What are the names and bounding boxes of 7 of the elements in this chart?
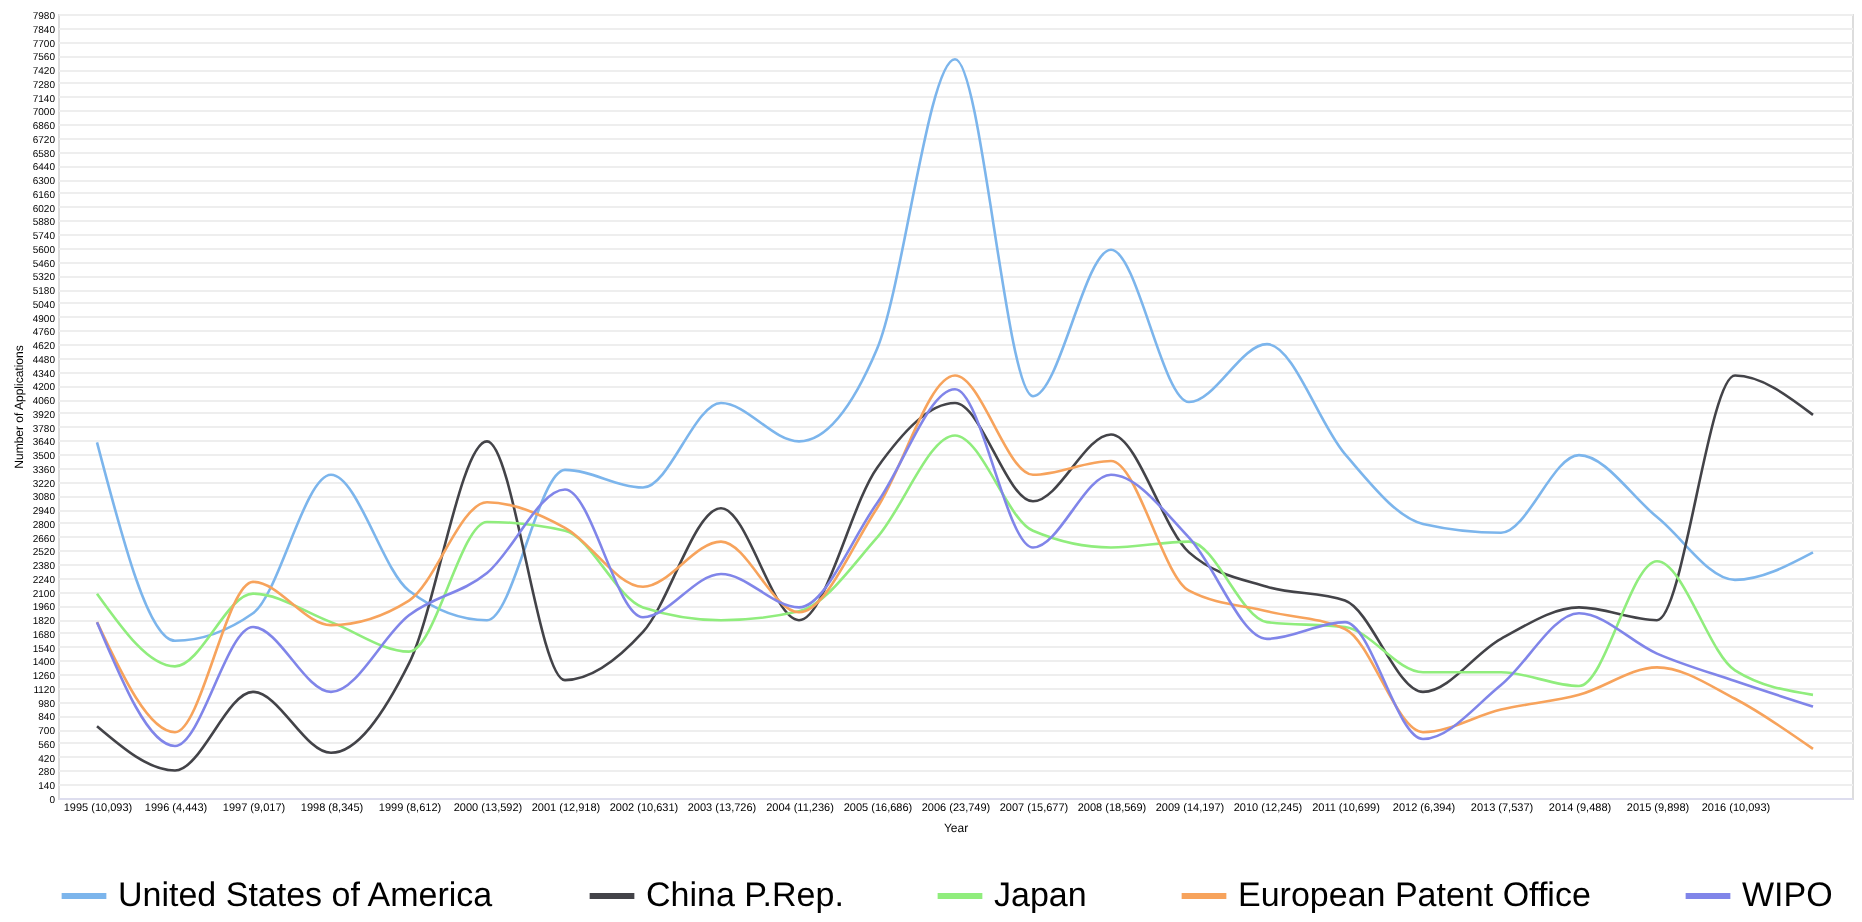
line-series	[95, 434, 1815, 697]
legend-label: Japan	[994, 876, 1087, 914]
legend-label: European Patent Office	[1238, 876, 1591, 914]
legend-label: China P.Rep.	[646, 876, 844, 914]
line-series	[95, 57, 1815, 643]
legend-label: United States of America	[118, 876, 494, 914]
legend-label: WIPO	[1742, 876, 1833, 914]
